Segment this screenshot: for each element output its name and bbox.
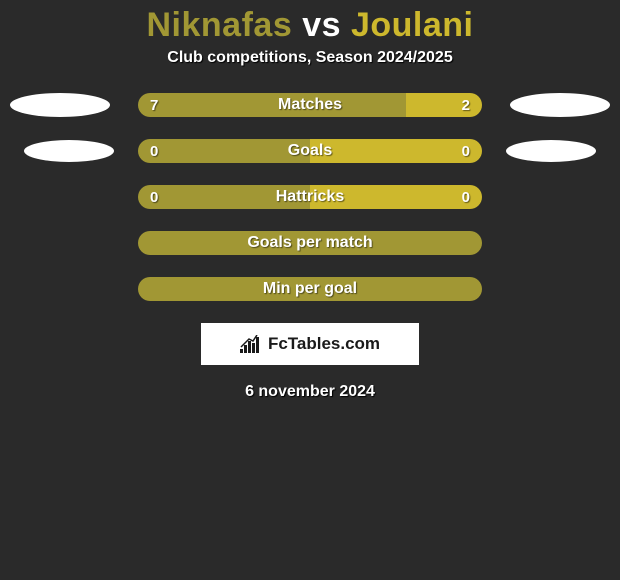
player1-marker: [24, 140, 114, 162]
stat-row: 72Matches: [0, 93, 620, 117]
stat-row: Min per goal: [0, 277, 620, 301]
player2-marker: [506, 140, 596, 162]
stat-row: Goals per match: [0, 231, 620, 255]
title: Niknafas vs Joulani: [0, 0, 620, 49]
player1-name: Niknafas: [147, 6, 293, 44]
date: 6 november 2024: [0, 383, 620, 401]
player2-name: Joulani: [351, 6, 474, 44]
stat-bar: 00Hattricks: [138, 185, 482, 209]
bar-right-value: 2: [406, 93, 482, 117]
bar-right-value: 0: [310, 139, 482, 163]
logo-box[interactable]: FcTables.com: [201, 323, 419, 365]
title-vs: vs: [302, 6, 341, 44]
comparison-card: Niknafas vs Joulani Club competitions, S…: [0, 0, 620, 401]
logo-text: FcTables.com: [268, 334, 380, 354]
player1-marker: [10, 93, 110, 117]
stat-bar: 00Goals: [138, 139, 482, 163]
subtitle: Club competitions, Season 2024/2025: [0, 49, 620, 67]
bar-left-value: 0: [138, 139, 310, 163]
stat-bar: Min per goal: [138, 277, 482, 301]
stat-row: 00Goals: [0, 139, 620, 163]
bar-left-value: 7: [138, 93, 406, 117]
stat-rows: 72Matches 00Goals 00Hattricks Goals per mat…: [0, 93, 620, 301]
bar-right-value: 0: [310, 185, 482, 209]
bar-segment: [138, 231, 482, 255]
stat-bar: Goals per match: [138, 231, 482, 255]
stat-bar: 72Matches: [138, 93, 482, 117]
bar-segment: [138, 277, 482, 301]
stat-row: 00Hattricks: [0, 185, 620, 209]
bar-left-value: 0: [138, 185, 310, 209]
chart-icon: [240, 335, 262, 353]
player2-marker: [510, 93, 610, 117]
